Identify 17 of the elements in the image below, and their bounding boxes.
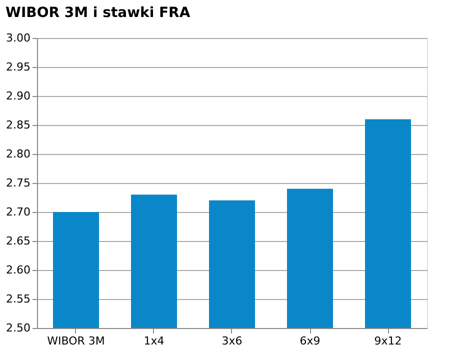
y-tick-label: 2.75 <box>6 176 30 190</box>
y-tick-label: 2.80 <box>6 148 30 160</box>
y-tick-label: 3.00 <box>6 32 30 44</box>
x-tick-label: 3x6 <box>222 334 242 348</box>
x-tick-label: 9x12 <box>374 334 402 348</box>
chart-title: WIBOR 3M i stawki FRA <box>6 5 190 21</box>
y-tick-label: 2.55 <box>6 292 30 306</box>
y-tick-label: 2.60 <box>6 264 30 276</box>
x-tick-label: 1x4 <box>144 334 164 348</box>
y-tick-label: 2.85 <box>6 118 30 132</box>
x-tick-label: 6x9 <box>300 334 320 348</box>
x-tick-label: WIBOR 3M <box>47 334 105 348</box>
y-tick-label: 2.65 <box>6 234 30 248</box>
y-tick-label: 2.90 <box>6 90 30 102</box>
y-tick-label: 2.70 <box>6 206 30 218</box>
y-tick-label: 2.50 <box>6 322 30 334</box>
y-tick-label: 2.95 <box>6 60 30 74</box>
